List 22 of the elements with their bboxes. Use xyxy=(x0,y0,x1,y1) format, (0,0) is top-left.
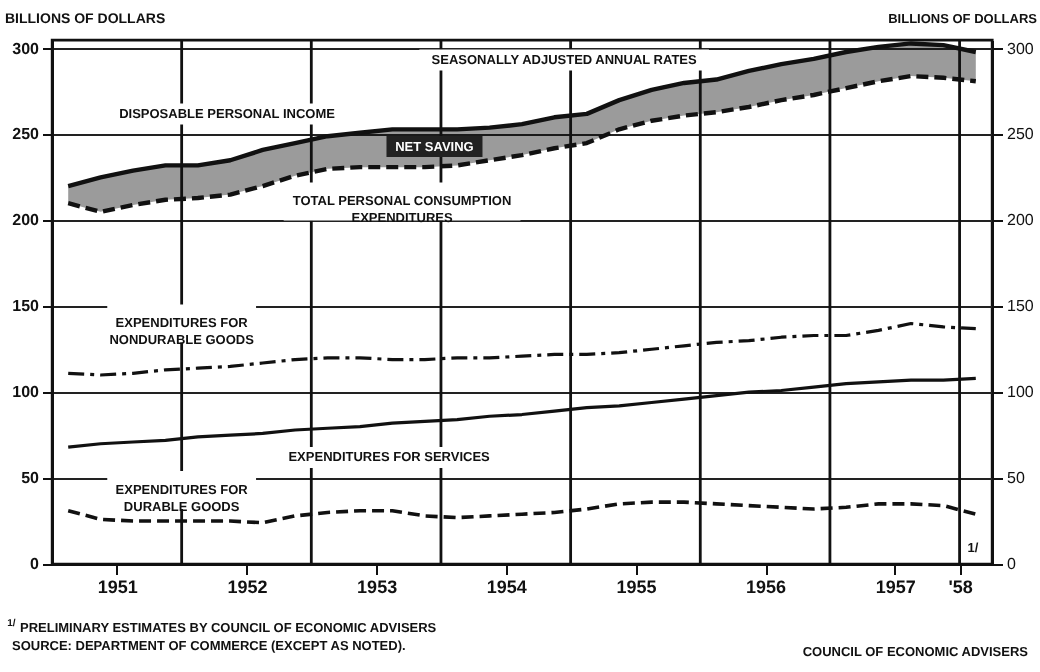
y-tick-label: 100 xyxy=(12,383,41,402)
x-tick-label: 1957 xyxy=(875,577,916,597)
y2-tick-label: 50 xyxy=(1007,469,1026,488)
y2-tick-label: 150 xyxy=(1007,297,1035,316)
y2-tick-label: 0 xyxy=(1007,555,1017,573)
y2-tick-label: 250 xyxy=(1007,125,1035,144)
y-tick-label: 0 xyxy=(30,555,41,573)
y-tick-label: 250 xyxy=(12,125,41,144)
x-tick-label: 1955 xyxy=(616,577,657,597)
y2-tick-label: 100 xyxy=(1007,383,1035,402)
x-tick-label: 1954 xyxy=(486,577,527,597)
y2-tick-label: 200 xyxy=(1007,211,1035,230)
y-tick-label: 50 xyxy=(21,469,41,488)
x-tick-label: 1953 xyxy=(357,577,398,597)
x-tick-label: 1951 xyxy=(97,577,138,597)
y-tick-label: 300 xyxy=(12,39,41,58)
x-tick-label: 1952 xyxy=(227,577,268,597)
y2-tick-label: 300 xyxy=(1007,39,1035,58)
y-tick-label: 200 xyxy=(12,211,41,230)
x-tick-label: 1956 xyxy=(746,577,787,597)
x-tick-label: '58 xyxy=(948,577,973,597)
y-tick-label: 150 xyxy=(12,297,41,316)
